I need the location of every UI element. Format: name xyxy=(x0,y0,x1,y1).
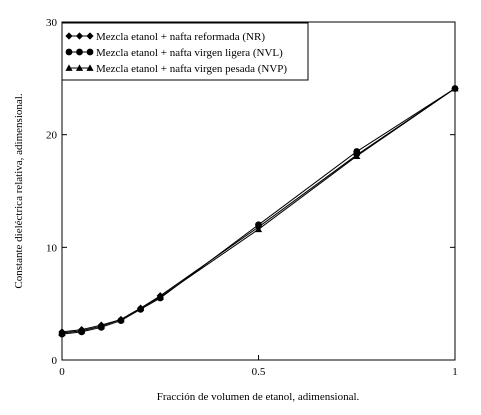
y-tick-label: 10 xyxy=(46,242,58,254)
x-axis-label: Fracción de volumen de etanol, adimensio… xyxy=(157,391,360,403)
legend-marker xyxy=(75,32,84,40)
legend: Mezcla etanol + nafta reformada (NR) Mezc… xyxy=(61,22,309,81)
series-line xyxy=(61,88,456,333)
data-point xyxy=(451,84,459,92)
x-tick-label: 1 xyxy=(452,366,458,378)
legend-items: Mezcla etanol + nafta reformada (NR) Mezc… xyxy=(65,31,287,75)
legend-label: Mezcla etanol + nafta reformada (NR) xyxy=(96,31,265,43)
legend-box xyxy=(61,22,309,81)
legend-marker xyxy=(75,64,84,71)
series-layer xyxy=(58,84,459,338)
data-point xyxy=(97,322,105,330)
series-diamond xyxy=(58,84,459,336)
data-point xyxy=(58,329,66,336)
series-circle xyxy=(58,85,459,338)
data-point xyxy=(137,304,145,312)
legend-marker xyxy=(76,48,83,56)
legend-marker xyxy=(65,48,73,56)
y-tick-label: 20 xyxy=(46,130,58,142)
legend-marker xyxy=(86,32,94,40)
data-point xyxy=(254,225,263,233)
data-point xyxy=(255,221,262,229)
legend-marker xyxy=(65,64,73,71)
legend-label: Mezcla etanol + nafta virgen ligera (NVL… xyxy=(96,47,283,59)
series-line xyxy=(61,88,456,335)
x-tick-label: 0.5 xyxy=(252,366,266,378)
legend-item: Mezcla etanol + nafta reformada (NR) xyxy=(65,31,265,43)
data-point xyxy=(117,315,125,323)
y-tick-label: 30 xyxy=(46,17,58,29)
data-point xyxy=(353,148,361,155)
legend-item: Mezcla etanol + nafta virgen pesada (NVP… xyxy=(65,63,287,75)
y-axis-label: Constante dieléctrica relativa, adimensi… xyxy=(13,93,25,288)
legend-marker xyxy=(86,64,94,71)
legend-item: Mezcla etanol + nafta virgen ligera (NVL… xyxy=(65,47,283,59)
y-tick-label: 0 xyxy=(52,355,58,367)
legend-label: Mezcla etanol + nafta virgen pesada (NVP… xyxy=(96,63,287,75)
x-tick-label: 0 xyxy=(59,366,65,378)
data-point xyxy=(156,293,164,300)
data-point xyxy=(78,327,86,334)
series-triangle xyxy=(58,84,459,336)
data-point xyxy=(353,152,361,159)
legend-marker xyxy=(86,48,94,56)
series-line xyxy=(61,88,456,334)
legend-marker xyxy=(65,32,73,40)
